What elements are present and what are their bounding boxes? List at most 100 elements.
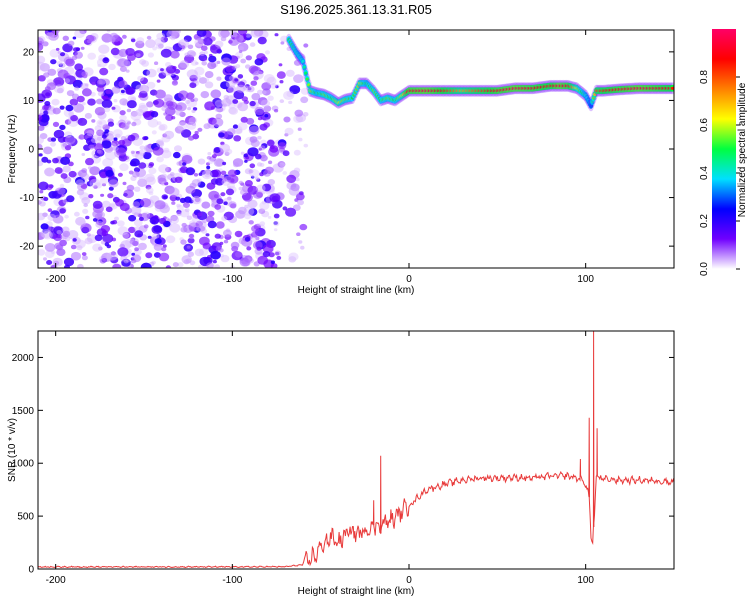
noise-blob (95, 98, 103, 105)
noise-blob (262, 90, 267, 95)
noise-blob (154, 89, 166, 99)
noise-blob (59, 183, 65, 188)
noise-blob (77, 263, 84, 268)
noise-blob (173, 151, 181, 159)
noise-blob (143, 224, 149, 229)
noise-blob (211, 169, 222, 178)
noise-blob (97, 149, 104, 155)
noise-blob (63, 257, 75, 267)
noise-blob (110, 251, 116, 256)
noise-blob (259, 145, 266, 151)
noise-blob (119, 114, 127, 121)
noise-blob (185, 99, 191, 104)
noise-blob (111, 140, 119, 147)
noise-blob (201, 45, 208, 51)
noise-blob (62, 35, 69, 41)
noise-blob (216, 76, 222, 81)
noise-blob (135, 53, 141, 58)
noise-blob (185, 115, 196, 125)
noise-blob (263, 105, 272, 112)
noise-blob (98, 246, 103, 251)
snr-x-tick-label: 100 (577, 575, 594, 586)
noise-blob (259, 123, 268, 131)
noise-blob (130, 206, 142, 215)
snr-y-ticks: 0 500 1000 1500 2000 (12, 353, 674, 576)
noise-blob (232, 99, 239, 104)
noise-blob (247, 256, 252, 260)
noise-blob (267, 215, 272, 219)
noise-blob (198, 172, 203, 176)
noise-blob (81, 252, 87, 256)
noise-blob (227, 85, 237, 93)
noise-blob (121, 59, 131, 68)
noise-blob (212, 154, 217, 159)
noise-blob (216, 60, 221, 64)
noise-blob (39, 114, 50, 123)
noise-blob (288, 100, 293, 105)
snr-y-tick-label: 1500 (12, 406, 35, 417)
noise-blob (186, 215, 193, 221)
noise-blob (285, 69, 295, 77)
noise-blob (191, 195, 202, 205)
noise-blob (160, 36, 168, 43)
noise-blob (68, 111, 74, 117)
noise-blob (220, 170, 227, 176)
noise-blob (108, 186, 114, 191)
noise-blob (206, 162, 210, 166)
noise-blob (162, 244, 167, 248)
noise-blob (82, 88, 92, 97)
noise-blob (161, 149, 172, 159)
noise-blob (175, 196, 181, 201)
noise-blob (119, 98, 128, 106)
noise-blob (158, 164, 169, 174)
noise-blob (146, 68, 157, 78)
noise-blob (92, 243, 102, 252)
heatmap-y-ticks: 20 10 0 -10 -20 (20, 47, 674, 253)
noise-blob (280, 35, 289, 43)
noise-blob (72, 36, 77, 40)
noise-blob (115, 133, 121, 139)
noise-blob (148, 162, 155, 167)
noise-blob (207, 159, 214, 165)
noise-blob (187, 251, 194, 257)
noise-blob (283, 116, 291, 123)
noise-blob (84, 112, 92, 119)
noise-blob (163, 147, 170, 153)
noise-blob (96, 119, 107, 128)
noise-blob (79, 30, 87, 35)
noise-blob (246, 85, 255, 93)
noise-blob (248, 169, 254, 174)
noise-blob (53, 226, 64, 235)
noise-blob (76, 245, 83, 251)
noise-blob (38, 93, 46, 103)
noise-blob (41, 156, 49, 163)
noise-blob (238, 186, 243, 191)
noise-blob (264, 166, 274, 174)
noise-blob (233, 162, 239, 168)
noise-blob (86, 181, 94, 187)
noise-blob (156, 32, 166, 40)
noise-blob (255, 236, 260, 241)
noise-blob (163, 195, 168, 199)
heatmap-x-tick-label: 0 (406, 274, 412, 285)
noise-blob (44, 243, 56, 252)
noise-blob (103, 107, 111, 113)
noise-blob (38, 232, 43, 241)
noise-blob (88, 194, 94, 199)
noise-blob (147, 52, 154, 58)
noise-blob (84, 83, 89, 87)
noise-blob (270, 83, 277, 89)
noise-blob (92, 218, 98, 222)
noise-blob (65, 135, 76, 145)
snr-y-axis-label: SNR (10 * v/v) (7, 418, 18, 482)
noise-blob (67, 230, 79, 240)
noise-blob (228, 107, 237, 115)
noise-blob (227, 185, 232, 189)
noise-blob (135, 40, 145, 49)
noise-blob (213, 147, 221, 153)
noise-blob (108, 63, 116, 71)
noise-blob (228, 75, 235, 81)
noise-blob (73, 103, 85, 113)
noise-blob (38, 212, 46, 221)
noise-blob (257, 97, 268, 106)
